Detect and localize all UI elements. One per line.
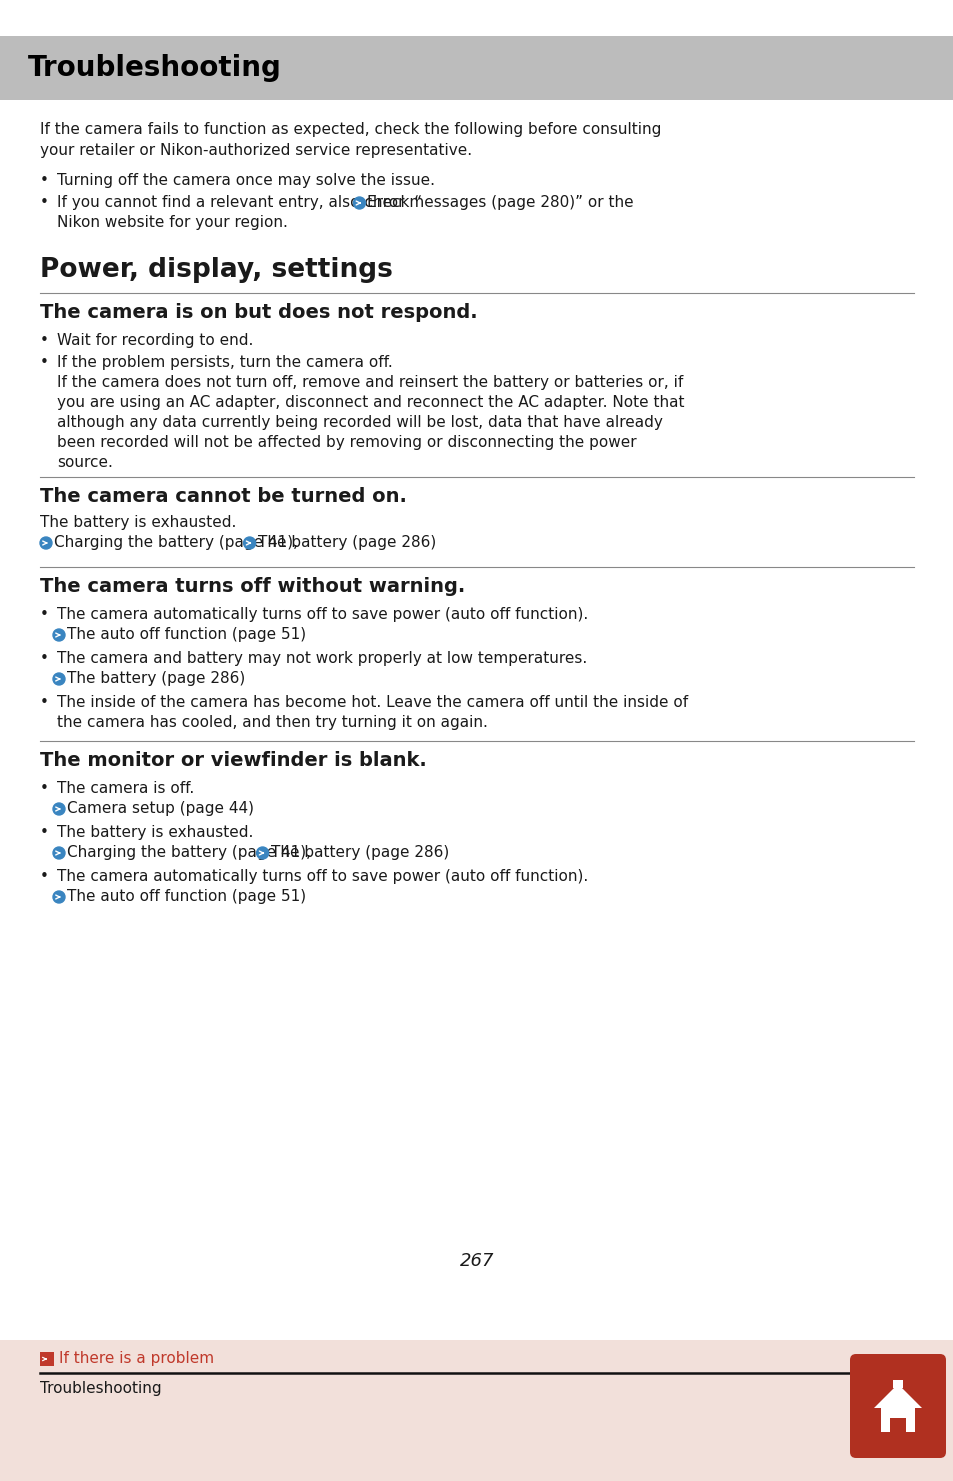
Text: If the camera fails to function as expected, check the following before consulti: If the camera fails to function as expec… xyxy=(40,121,660,138)
Text: The camera is off.: The camera is off. xyxy=(57,780,194,795)
Text: If there is a problem: If there is a problem xyxy=(59,1352,213,1367)
Circle shape xyxy=(53,847,65,859)
Text: •: • xyxy=(40,607,49,622)
Text: your retailer or Nikon-authorized service representative.: your retailer or Nikon-authorized servic… xyxy=(40,144,472,158)
Text: Error messages (page 280)” or the: Error messages (page 280)” or the xyxy=(367,195,634,210)
Bar xyxy=(880,1408,914,1432)
Polygon shape xyxy=(873,1385,921,1408)
Bar xyxy=(892,1380,902,1388)
Text: source.: source. xyxy=(57,455,112,469)
Text: If the problem persists, turn the camera off.: If the problem persists, turn the camera… xyxy=(57,355,393,370)
Circle shape xyxy=(256,847,269,859)
Text: •: • xyxy=(40,333,49,348)
Text: The battery (page 286): The battery (page 286) xyxy=(67,671,245,686)
Text: If the camera does not turn off, remove and reinsert the battery or batteries or: If the camera does not turn off, remove … xyxy=(57,375,682,390)
Text: Turning off the camera once may solve the issue.: Turning off the camera once may solve th… xyxy=(57,173,435,188)
Bar xyxy=(889,1417,905,1432)
Text: the camera has cooled, and then try turning it on again.: the camera has cooled, and then try turn… xyxy=(57,715,487,730)
Text: Nikon website for your region.: Nikon website for your region. xyxy=(57,215,288,230)
Text: The auto off function (page 51): The auto off function (page 51) xyxy=(67,889,306,903)
Circle shape xyxy=(53,892,65,903)
FancyBboxPatch shape xyxy=(849,1354,945,1457)
Text: Troubleshooting: Troubleshooting xyxy=(40,1380,161,1397)
Text: Wait for recording to end.: Wait for recording to end. xyxy=(57,333,253,348)
Text: The auto off function (page 51): The auto off function (page 51) xyxy=(67,626,306,641)
Text: The battery (page 286): The battery (page 286) xyxy=(257,535,436,549)
Circle shape xyxy=(40,538,52,549)
Circle shape xyxy=(243,538,255,549)
Text: The inside of the camera has become hot. Leave the camera off until the inside o: The inside of the camera has become hot.… xyxy=(57,695,687,709)
Text: Power, display, settings: Power, display, settings xyxy=(40,258,393,283)
Text: you are using an AC adapter, disconnect and reconnect the AC adapter. Note that: you are using an AC adapter, disconnect … xyxy=(57,395,684,410)
Bar xyxy=(0,36,953,101)
Text: Troubleshooting: Troubleshooting xyxy=(28,53,281,81)
Text: Charging the battery (page 41),: Charging the battery (page 41), xyxy=(54,535,302,549)
Bar xyxy=(0,1340,953,1481)
Text: been recorded will not be affected by removing or disconnecting the power: been recorded will not be affected by re… xyxy=(57,435,636,450)
Text: •: • xyxy=(40,869,49,884)
Text: If you cannot find a relevant entry, also check “: If you cannot find a relevant entry, als… xyxy=(57,195,421,210)
Text: •: • xyxy=(40,173,49,188)
Text: The camera and battery may not work properly at low temperatures.: The camera and battery may not work prop… xyxy=(57,652,587,666)
Text: •: • xyxy=(40,652,49,666)
Text: The camera cannot be turned on.: The camera cannot be turned on. xyxy=(40,487,406,507)
Bar xyxy=(40,1352,54,1365)
Text: •: • xyxy=(40,780,49,795)
Text: The camera is on but does not respond.: The camera is on but does not respond. xyxy=(40,304,477,321)
Circle shape xyxy=(53,672,65,686)
Text: •: • xyxy=(40,695,49,709)
Text: The battery is exhausted.: The battery is exhausted. xyxy=(40,515,236,530)
Text: although any data currently being recorded will be lost, data that have already: although any data currently being record… xyxy=(57,415,662,429)
Text: The battery is exhausted.: The battery is exhausted. xyxy=(57,825,253,840)
Text: The battery (page 286): The battery (page 286) xyxy=(271,846,448,860)
Text: The monitor or viewfinder is blank.: The monitor or viewfinder is blank. xyxy=(40,751,426,770)
Text: Camera setup (page 44): Camera setup (page 44) xyxy=(67,801,253,816)
Text: The camera turns off without warning.: The camera turns off without warning. xyxy=(40,578,465,595)
Circle shape xyxy=(53,803,65,815)
Circle shape xyxy=(53,629,65,641)
Circle shape xyxy=(353,197,365,209)
Text: The camera automatically turns off to save power (auto off function).: The camera automatically turns off to sa… xyxy=(57,869,588,884)
Text: •: • xyxy=(40,355,49,370)
Text: •: • xyxy=(40,195,49,210)
Text: 267: 267 xyxy=(459,1251,494,1271)
Text: •: • xyxy=(40,825,49,840)
Text: Charging the battery (page 41),: Charging the battery (page 41), xyxy=(67,846,315,860)
Text: The camera automatically turns off to save power (auto off function).: The camera automatically turns off to sa… xyxy=(57,607,588,622)
